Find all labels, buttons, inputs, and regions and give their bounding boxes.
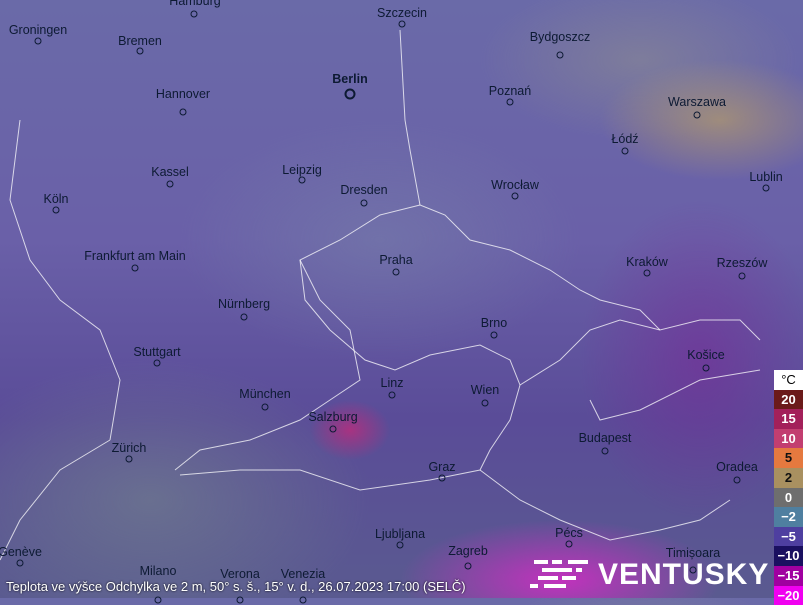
logo-text: VENTUSKY xyxy=(598,558,770,591)
city-marker-icon[interactable] xyxy=(153,359,161,367)
city-label[interactable]: Bydgoszcz xyxy=(529,30,591,44)
city-label[interactable]: Poznań xyxy=(488,84,532,98)
city-label[interactable]: Stuttgart xyxy=(133,345,181,359)
city-label[interactable]: Pécs xyxy=(555,526,583,540)
city-label[interactable]: Timișoara xyxy=(665,546,721,560)
city-label[interactable]: Hannover xyxy=(155,87,211,101)
city-marker-icon[interactable] xyxy=(396,541,404,549)
temperature-legend: °C 20 15 10 5 2 0 −2 −5 −10 −15 −20 xyxy=(774,370,803,605)
city-marker-icon[interactable] xyxy=(179,108,187,116)
legend-item: −10 xyxy=(774,546,803,566)
city-marker-icon[interactable] xyxy=(702,364,710,372)
city-label[interactable]: Kraków xyxy=(626,255,668,269)
city-marker-icon[interactable] xyxy=(261,403,269,411)
city-marker-icon[interactable] xyxy=(601,447,609,455)
city-marker-icon[interactable] xyxy=(762,184,770,192)
city-label[interactable]: Berlin xyxy=(332,72,368,86)
city-marker-icon[interactable] xyxy=(190,10,198,18)
city-marker-icon[interactable] xyxy=(621,147,629,155)
logo-wind-icon xyxy=(530,560,588,588)
city-label[interactable]: Ljubljana xyxy=(374,527,426,541)
city-marker-icon[interactable] xyxy=(733,476,741,484)
legend-item: 5 xyxy=(774,448,803,468)
city-marker-icon[interactable] xyxy=(52,206,60,214)
ventusky-logo[interactable]: VENTUSKY xyxy=(528,558,769,592)
city-label[interactable]: Wrocław xyxy=(491,178,539,192)
city-label[interactable]: Frankfurt am Main xyxy=(84,249,186,263)
city-label[interactable]: Brno xyxy=(480,316,508,330)
city-marker-icon[interactable] xyxy=(490,331,498,339)
city-marker-icon[interactable] xyxy=(398,20,406,28)
city-label[interactable]: Budapest xyxy=(578,431,632,445)
city-label[interactable]: Nürnberg xyxy=(217,297,271,311)
legend-item: 10 xyxy=(774,428,803,449)
city-label[interactable]: Oradea xyxy=(716,460,758,474)
city-marker-icon[interactable] xyxy=(643,269,651,277)
city-marker-icon[interactable] xyxy=(438,474,446,482)
city-marker-icon[interactable] xyxy=(344,88,356,100)
city-label[interactable]: Wien xyxy=(470,383,500,397)
city-marker-icon[interactable] xyxy=(738,272,746,280)
city-marker-icon[interactable] xyxy=(136,47,144,55)
city-label[interactable]: Milano xyxy=(139,564,177,578)
city-marker-icon[interactable] xyxy=(131,264,139,272)
city-marker-icon[interactable] xyxy=(16,559,24,567)
city-marker-icon[interactable] xyxy=(506,98,514,106)
city-label[interactable]: Zürich xyxy=(111,441,147,455)
city-label[interactable]: Graz xyxy=(428,460,456,474)
city-marker-icon[interactable] xyxy=(34,37,42,45)
city-marker-icon[interactable] xyxy=(298,176,306,184)
city-label[interactable]: Rzeszów xyxy=(716,256,768,270)
city-label[interactable]: Köln xyxy=(43,192,69,206)
city-marker-icon[interactable] xyxy=(565,540,573,548)
legend-item: −15 xyxy=(774,565,803,586)
city-label[interactable]: Szczecin xyxy=(376,6,428,20)
city-marker-icon[interactable] xyxy=(392,268,400,276)
city-label[interactable]: Leipzig xyxy=(282,163,322,177)
city-label[interactable]: Hamburg xyxy=(169,0,221,8)
legend-unit: °C xyxy=(774,370,803,390)
city-label[interactable]: Groningen xyxy=(8,23,68,37)
city-label[interactable]: Venezia xyxy=(280,567,326,581)
legend-item: 20 xyxy=(774,389,803,410)
map-caption: Teplota ve výšce Odchylka ve 2 m, 50° s.… xyxy=(6,579,466,594)
city-marker-icon[interactable] xyxy=(511,192,519,200)
city-marker-icon[interactable] xyxy=(556,51,564,59)
city-marker-icon[interactable] xyxy=(388,391,396,399)
city-marker-icon[interactable] xyxy=(481,399,489,407)
city-label[interactable]: München xyxy=(239,387,291,401)
city-label[interactable]: Linz xyxy=(380,376,404,390)
city-label[interactable]: Košice xyxy=(687,348,725,362)
city-label[interactable]: Verona xyxy=(220,567,260,581)
city-marker-icon[interactable] xyxy=(360,199,368,207)
legend-item: 2 xyxy=(774,467,803,488)
city-marker-icon[interactable] xyxy=(689,566,697,574)
city-marker-icon[interactable] xyxy=(125,455,133,463)
legend-item: −2 xyxy=(774,507,803,527)
legend-item: −5 xyxy=(774,526,803,547)
city-marker-icon[interactable] xyxy=(329,425,337,433)
city-label[interactable]: Genève xyxy=(0,545,42,559)
city-label[interactable]: Zagreb xyxy=(448,544,488,558)
city-marker-icon[interactable] xyxy=(464,562,472,570)
city-label[interactable]: Salzburg xyxy=(308,410,358,424)
city-label[interactable]: Bremen xyxy=(118,34,162,48)
city-marker-icon[interactable] xyxy=(693,111,701,119)
legend-item: −20 xyxy=(774,585,803,605)
city-marker-icon[interactable] xyxy=(240,313,248,321)
city-marker-icon[interactable] xyxy=(166,180,174,188)
city-label[interactable]: Dresden xyxy=(340,183,388,197)
city-label[interactable]: Lublin xyxy=(749,170,783,184)
city-label[interactable]: Praha xyxy=(379,253,413,267)
city-label[interactable]: Kassel xyxy=(151,165,189,179)
city-label[interactable]: Łódź xyxy=(611,132,639,146)
legend-item: 0 xyxy=(774,487,803,508)
legend-item: 15 xyxy=(774,409,803,429)
city-label[interactable]: Warszawa xyxy=(668,95,726,109)
